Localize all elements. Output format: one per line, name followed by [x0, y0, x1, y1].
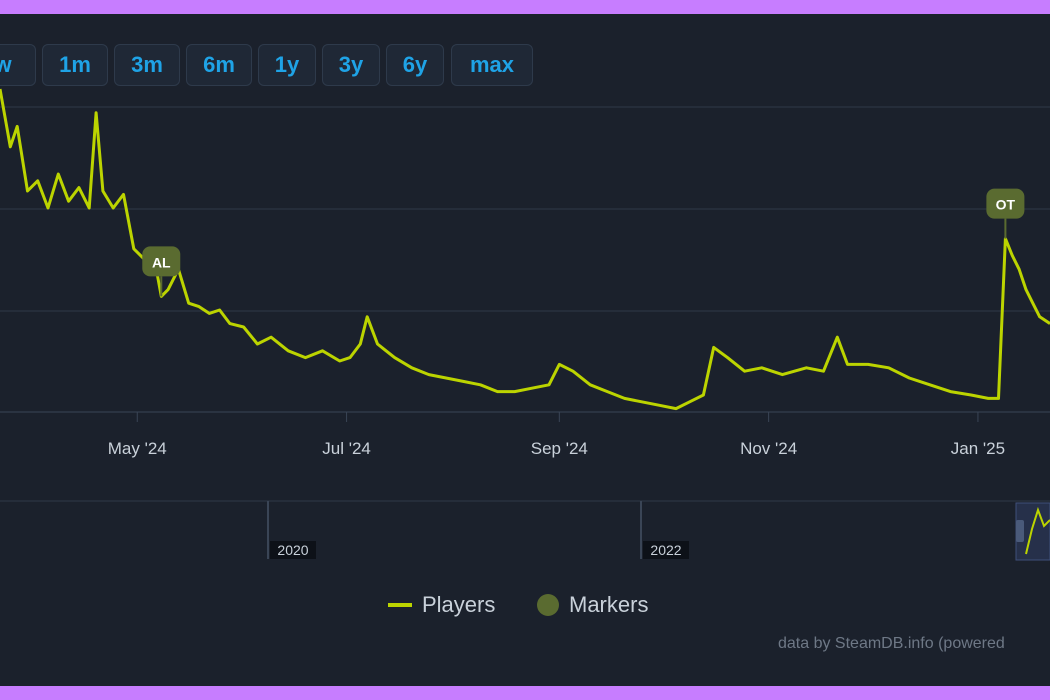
- data-credit[interactable]: data by SteamDB.info (powered: [778, 635, 1005, 652]
- range-button-1y[interactable]: 1y: [258, 44, 316, 86]
- navigator-handle[interactable]: [1016, 520, 1024, 542]
- marker-label: OT: [996, 197, 1016, 213]
- range-navigator[interactable]: 2020 2022: [0, 500, 1050, 561]
- x-tick-label: Sep '24: [531, 439, 588, 458]
- range-button-max[interactable]: max: [451, 44, 533, 86]
- navigator-tick-bg: [270, 541, 316, 559]
- navigator-tick-bg: [643, 541, 689, 559]
- chart-panel: w 1m 3m 6m 1y 3y 6y max May '24 Jul '24 Sep '24 No…: [0, 14, 1050, 686]
- legend-item-players[interactable]: Players: [388, 592, 495, 618]
- series-layer: [0, 88, 1050, 411]
- marker-label: AL: [152, 254, 171, 270]
- players-line-icon: [388, 603, 412, 607]
- navigator-series-preview: [1025, 506, 1050, 555]
- navigator-tick-label: 2020: [277, 542, 308, 558]
- range-button-6m[interactable]: 6m: [186, 44, 252, 86]
- x-axis: May '24 Jul '24 Sep '24 Nov '24 Jan '25: [108, 412, 1005, 458]
- navigator-tick-label: 2022: [650, 542, 681, 558]
- range-button-3y[interactable]: 3y: [322, 44, 380, 86]
- legend-item-markers[interactable]: Markers: [537, 592, 648, 618]
- marker-dot-icon: [537, 594, 559, 616]
- x-tick-label: May '24: [108, 439, 167, 458]
- marker-layer: AL OT: [142, 188, 1025, 297]
- players-line-chart: May '24 Jul '24 Sep '24 Nov '24 Jan '25 AL OT…: [0, 88, 1050, 561]
- range-button-6y[interactable]: 6y: [386, 44, 444, 86]
- legend-label-markers: Markers: [569, 592, 649, 617]
- marker-badge-al[interactable]: [142, 246, 181, 277]
- series-line-players[interactable]: [0, 88, 1050, 411]
- x-tick-label: Jan '25: [951, 439, 1005, 458]
- legend-label-players: Players: [422, 592, 496, 617]
- range-button-3m[interactable]: 3m: [114, 44, 180, 86]
- chart-grid: [0, 106, 1050, 413]
- x-tick-label: Jul '24: [322, 439, 371, 458]
- range-button-w[interactable]: w: [0, 44, 36, 86]
- x-tick-label: Nov '24: [740, 439, 797, 458]
- marker-badge-ot[interactable]: [986, 188, 1025, 219]
- chart-legend: Players Markers: [0, 592, 1050, 626]
- range-button-1m[interactable]: 1m: [42, 44, 108, 86]
